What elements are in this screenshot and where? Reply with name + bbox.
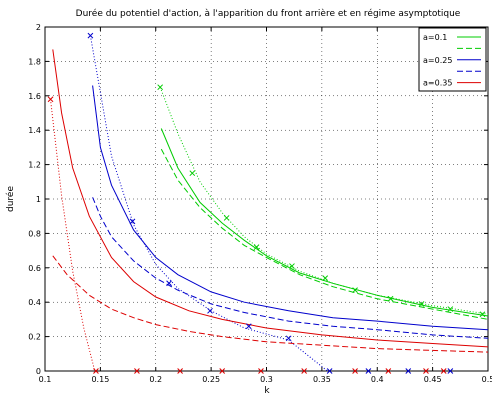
- series-line-8: [50, 99, 96, 372]
- series-line-4: [92, 197, 489, 339]
- series-line-1: [160, 148, 489, 320]
- y-tick-label: 1.2: [28, 161, 41, 170]
- x-tick-label: 0.25: [202, 375, 220, 384]
- chart-title: Durée du potentiel d'action, à l'apparit…: [76, 8, 461, 19]
- marker-point-0-0: [157, 84, 164, 91]
- series-line-3: [92, 85, 489, 331]
- marker-point-2-9: [423, 368, 429, 374]
- y-tick-label: 0.2: [28, 333, 41, 342]
- marker-point-1-2: [166, 280, 172, 287]
- marker-point-0-9: [447, 306, 454, 312]
- marker-point-2-10: [440, 368, 447, 374]
- series-line-0: [160, 128, 489, 317]
- marker-point-0-2: [223, 215, 230, 221]
- marker-point-2-1: [93, 368, 99, 374]
- marker-point-2-8: [385, 368, 392, 374]
- marker-point-2-0: [47, 96, 54, 103]
- marker-point-0-5: [322, 275, 329, 281]
- y-tick-label: 0: [36, 367, 41, 376]
- y-tick-label: 0.4: [28, 298, 41, 307]
- marker-point-1-0: [87, 32, 94, 39]
- marker-point-1-4: [245, 323, 252, 330]
- marker-point-1-5: [285, 335, 292, 342]
- marker-point-0-10: [479, 311, 486, 318]
- marker-point-2-3: [177, 368, 183, 374]
- marker-layer: [47, 32, 486, 374]
- marker-point-0-1: [189, 170, 196, 177]
- marker-point-2-5: [258, 368, 264, 374]
- marker-point-0-3: [253, 244, 260, 251]
- x-tick-label: 0.3: [260, 375, 273, 384]
- legend: a=0.1 a=0.25 a=0.35: [418, 27, 487, 92]
- marker-point-2-2: [134, 368, 140, 374]
- x-tick-label: 0.5: [482, 375, 492, 384]
- y-tick-label: 2: [36, 23, 41, 32]
- legend-label-0: a=0.1: [423, 33, 447, 42]
- marker-point-0-6: [352, 287, 358, 294]
- marker-point-1-7: [365, 368, 372, 374]
- marker-point-0-8: [418, 301, 425, 307]
- x-tick-label: 0.1: [39, 375, 52, 384]
- x-tick-label: 0.35: [313, 375, 331, 384]
- y-axis-label: durée: [5, 186, 16, 212]
- x-tick-label: 0.4: [371, 375, 384, 384]
- legend-label-2: a=0.25: [423, 56, 452, 65]
- marker-point-1-9: [447, 368, 454, 374]
- legend-label-4: a=0.35: [423, 79, 452, 88]
- x-tick-label: 0.45: [424, 375, 442, 384]
- y-tick-label: 1.6: [28, 92, 41, 101]
- marker-point-2-4: [219, 368, 226, 374]
- y-tick-label: 0.6: [28, 264, 41, 273]
- y-tick-label: 1.8: [28, 57, 41, 66]
- x-axis-label: k: [264, 386, 270, 396]
- y-tick-label: 1: [36, 195, 41, 204]
- marker-point-1-1: [129, 218, 136, 225]
- marker-point-2-6: [301, 368, 308, 374]
- axis-ticks: 0.1 0.15 0.2 0.25 0.3 0.35 0.4 0.45 0.5 0 0.2 0.4 0.…: [28, 23, 492, 384]
- series-line-2: [159, 87, 489, 315]
- marker-point-0-4: [289, 263, 295, 269]
- x-tick-label: 0.15: [91, 375, 109, 384]
- marker-point-1-6: [326, 368, 333, 374]
- marker-point-0-7: [387, 295, 394, 302]
- marker-point-1-3: [207, 307, 213, 314]
- marker-point-1-8: [405, 368, 412, 374]
- grid: [45, 27, 488, 371]
- x-tick-label: 0.2: [149, 375, 162, 384]
- series-layer: [50, 35, 489, 372]
- marker-point-2-7: [352, 368, 358, 374]
- series-line-6: [52, 49, 489, 348]
- y-tick-label: 1.4: [28, 126, 41, 135]
- y-tick-label: 0.8: [28, 229, 41, 238]
